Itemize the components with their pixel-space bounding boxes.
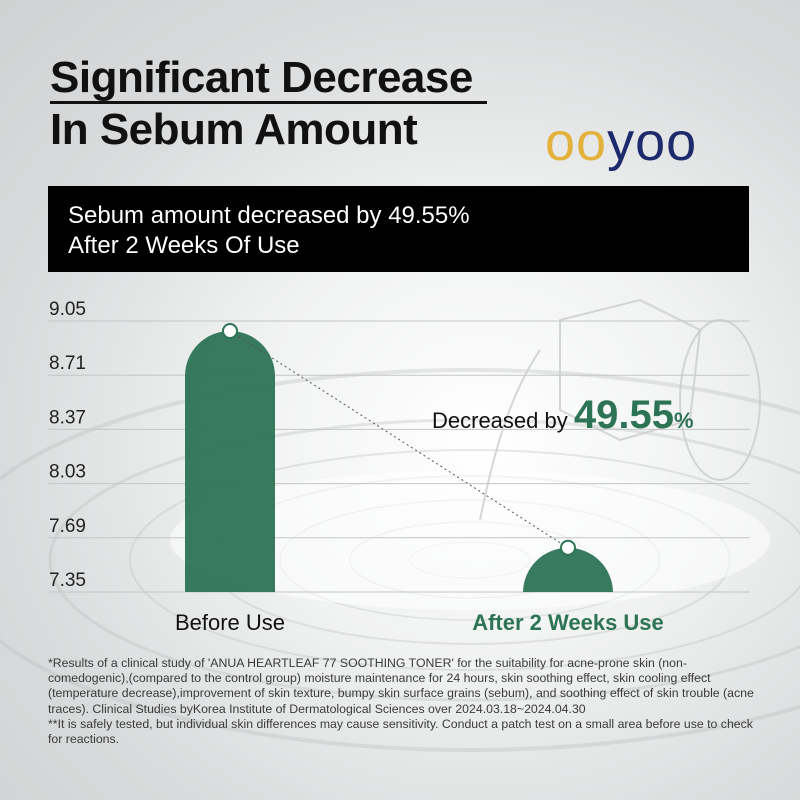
bar-after-2-weeks: [523, 547, 613, 593]
bar-before-use: [185, 331, 275, 592]
title-line-2: In Sebum Amount: [50, 105, 418, 154]
footnotes: *Results of a clinical study of 'ANUA HE…: [48, 656, 760, 747]
footnote-1: *Results of a clinical study of 'ANUA HE…: [48, 656, 754, 716]
brand-logo: ooyoo: [545, 112, 697, 172]
trend-connector: [229, 330, 569, 549]
y-tick-label: 9.05: [49, 299, 86, 320]
banner-line-2: After 2 Weeks Of Use: [68, 232, 300, 259]
bottle-illustration: [479, 298, 761, 521]
y-tick-label: 8.03: [49, 462, 86, 483]
value-marker: [222, 323, 238, 339]
footnote-2: **It is safely tested, but individual sk…: [48, 716, 753, 747]
result-banner: Sebum amount decreased by 49.55% After 2…: [48, 186, 749, 272]
decrease-annotation: Decreased by 49.55%: [432, 393, 694, 437]
y-tick-label: 7.69: [49, 516, 86, 537]
y-tick-label: 8.71: [49, 353, 86, 374]
title-line-1: Significant Decrease: [50, 55, 487, 104]
x-category-label: After 2 Weeks Use: [472, 610, 664, 635]
y-tick-label: 8.37: [49, 407, 86, 428]
x-category-label: Before Use: [175, 610, 285, 635]
banner-line-1: Sebum amount decreased by 49.55%: [68, 202, 470, 229]
logo-part-2: yoo: [607, 112, 698, 172]
value-marker: [560, 539, 576, 556]
logo-part-1: oo: [545, 112, 608, 172]
y-tick-label: 7.35: [49, 570, 86, 591]
page-title: Significant Decrease In Sebum Amount: [50, 52, 487, 156]
